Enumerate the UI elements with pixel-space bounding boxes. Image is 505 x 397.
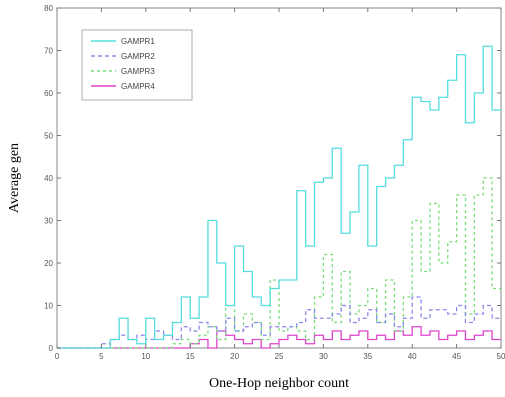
y-axis-title: Average gen	[7, 143, 22, 213]
x-tick-label: 0	[55, 352, 60, 361]
tick-group	[56, 7, 502, 349]
y-tick-label: 70	[44, 47, 53, 56]
tick-label-group: 0 5 10 15 20 25 30 35 40 45 50 0 10 20 30 40 50 60 70 80	[44, 4, 505, 361]
y-tick-label: 10	[44, 302, 53, 311]
y-tick-label: 60	[44, 89, 53, 98]
series-line-gampr2	[57, 296, 501, 349]
x-tick-label: 40	[408, 352, 417, 361]
x-axis-title: One-Hop neighbor count	[209, 376, 349, 391]
x-tick-label: 25	[275, 352, 284, 361]
y-tick-label: 80	[44, 4, 53, 13]
y-tick-label: 50	[44, 132, 53, 141]
legend-label-gampr3: GAMPR3	[121, 67, 155, 76]
x-tick-label: 35	[363, 352, 372, 361]
y-tick-label: 30	[44, 217, 53, 226]
x-tick-label: 50	[497, 352, 505, 361]
x-tick-label: 20	[230, 352, 239, 361]
legend-label-gampr2: GAMPR2	[121, 52, 155, 61]
legend-label-gampr4: GAMPR4	[121, 82, 155, 91]
x-tick-label: 30	[319, 352, 328, 361]
y-tick-label: 20	[44, 259, 53, 268]
series-line-gampr4	[57, 326, 501, 349]
legend-label-gampr1: GAMPR1	[121, 37, 155, 46]
series-line-gampr1	[57, 45, 501, 349]
x-tick-label: 5	[99, 352, 104, 361]
series-group	[57, 45, 501, 349]
y-tick-label: 40	[44, 174, 53, 183]
x-tick-label: 45	[452, 352, 461, 361]
x-tick-label: 10	[141, 352, 150, 361]
legend: GAMPR1 GAMPR2 GAMPR3 GAMPR4	[81, 29, 193, 101]
y-tick-label: 0	[49, 344, 54, 353]
series-line-gampr3	[57, 177, 501, 349]
x-tick-label: 15	[186, 352, 195, 361]
